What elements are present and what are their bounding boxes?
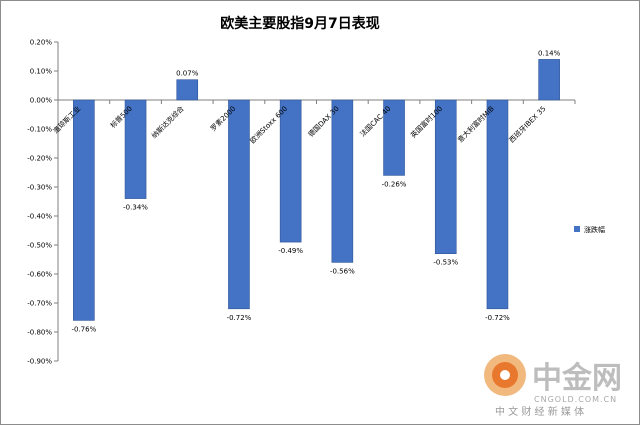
y-tick-label: -0.20% [27, 155, 52, 163]
bar [176, 79, 199, 101]
data-label: 0.07% [176, 70, 199, 78]
y-tick-label: -0.60% [27, 271, 52, 279]
data-label: -0.49% [278, 247, 303, 255]
data-label: -0.56% [330, 267, 355, 275]
bar [124, 99, 147, 199]
bar [73, 99, 95, 321]
data-label: -0.76% [71, 325, 96, 333]
data-label: -0.34% [123, 204, 148, 212]
y-tick-label: -0.50% [27, 242, 52, 250]
category-label: 西班牙IBEX 35 [507, 104, 547, 144]
watermark-url: CNGOLD.COM.CN [534, 395, 617, 404]
y-tick-label: 0.10% [30, 68, 53, 76]
y-tick-label: -0.70% [27, 300, 52, 308]
data-label: -0.53% [433, 259, 458, 267]
data-label: -0.72% [485, 314, 510, 322]
bars-layer [73, 59, 560, 321]
y-tick-label: -0.40% [27, 213, 52, 221]
legend: 涨跌幅 [574, 225, 605, 234]
data-label: -0.72% [227, 314, 252, 322]
data-label: -0.26% [382, 180, 407, 188]
data-label: 0.14% [538, 49, 561, 57]
legend-label: 涨跌幅 [584, 225, 605, 234]
y-tick-label: -0.10% [27, 126, 52, 134]
watermark-brand: 中金网 [532, 361, 622, 396]
y-tick-label: -0.90% [27, 358, 52, 366]
watermark: 中金网 CNGOLD.COM.CN 中 文 财 经 新 媒 体 [484, 354, 622, 418]
bar [434, 99, 457, 254]
legend-swatch [574, 226, 580, 232]
bar [538, 59, 560, 101]
category-label: 纳斯达克综合 [150, 104, 186, 140]
bar [331, 99, 354, 263]
y-tick-label: -0.80% [27, 329, 52, 337]
watermark-logo-dot-icon [500, 370, 510, 380]
bar [228, 99, 250, 310]
bar [279, 99, 302, 243]
y-tick-label: 0.20% [30, 39, 53, 47]
y-tick-label: -0.30% [27, 184, 52, 192]
bar [486, 99, 509, 310]
bar [383, 99, 405, 176]
watermark-slogan: 中 文 财 经 新 媒 体 [495, 405, 584, 418]
y-tick-label: 0.00% [30, 97, 53, 105]
chart-title: 欧美主要股指9月7日表现 [220, 15, 379, 32]
